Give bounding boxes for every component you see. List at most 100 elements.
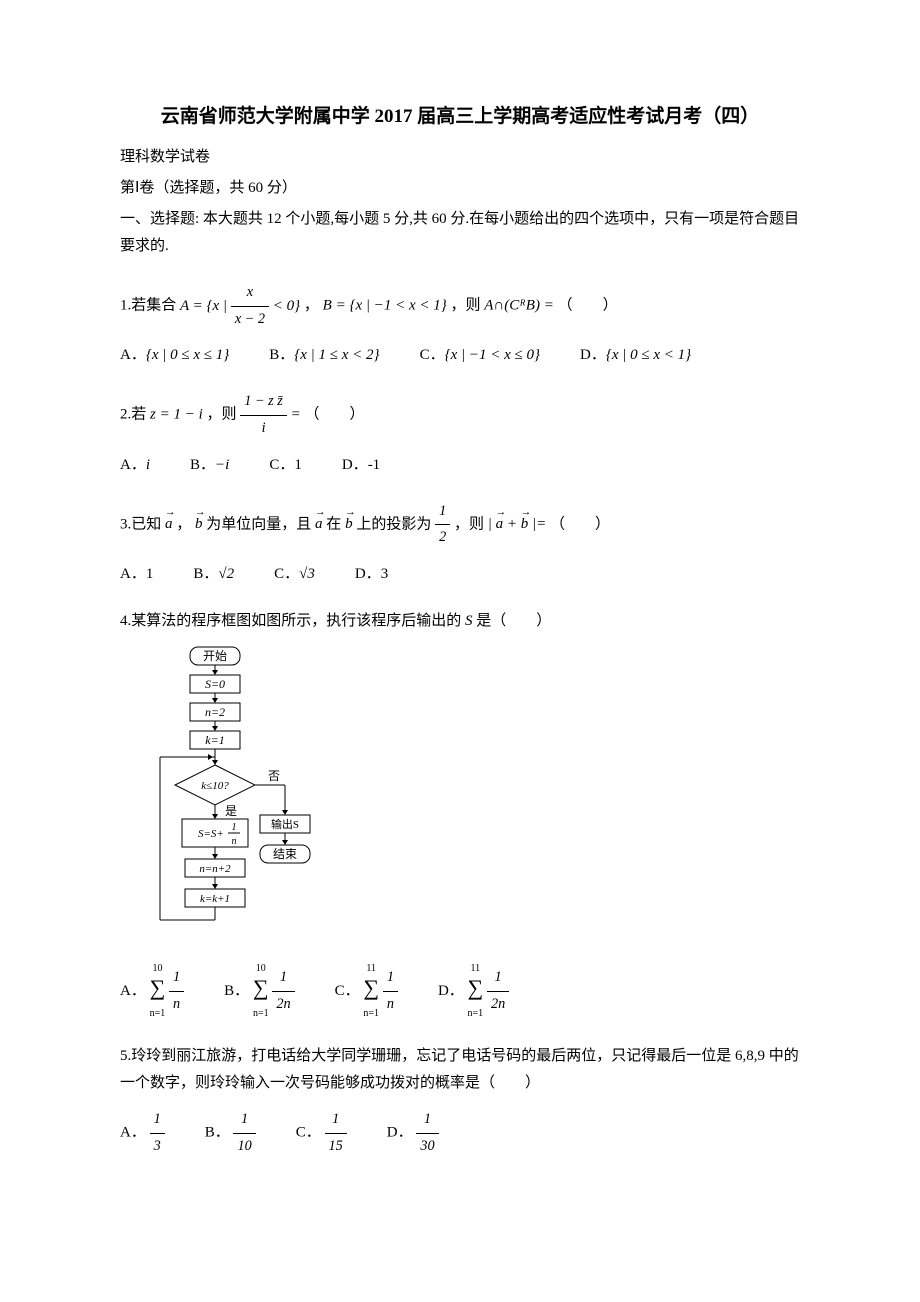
q1-expr: A∩(CᴿB) = [484, 298, 554, 314]
label-a: A． [120, 1125, 146, 1141]
flow-update-k: k=k+1 [200, 893, 230, 905]
q1-setB: B = {x | −1 < x < 1} [323, 298, 447, 314]
flow-update-n: n=n+2 [199, 863, 231, 875]
q1-optC: C．{x | −1 < x ≤ 0} [420, 342, 540, 369]
q2-optC: C．1 [269, 452, 302, 479]
q4-sumB: 10∑n=1 [253, 960, 269, 1023]
q4-fracA-num: 1 [169, 965, 184, 992]
q1-setA-pre: A = {x | [180, 298, 227, 314]
q4-fracD-num: 1 [487, 965, 509, 992]
flow-sfrac-den: n [232, 836, 237, 847]
q3-a2: a [315, 511, 323, 538]
flow-n2: n=2 [205, 705, 225, 719]
q2-eq: = [291, 407, 301, 423]
q4-tail: 是（ ） [476, 613, 551, 629]
q4-fracC-num: 1 [383, 965, 398, 992]
q3-b2: b [345, 511, 353, 538]
label-c: C． [269, 457, 294, 473]
label-c: C． [274, 566, 299, 582]
q5-optA: A． 13 [120, 1107, 165, 1159]
flow-update-s: S=S+ [198, 828, 224, 840]
q4-sumC: 11∑n=1 [363, 960, 379, 1023]
q4-prefix: 4.某算法的程序框图如图所示，执行该程序后输出的 [120, 613, 461, 629]
q1-optB: B．{x | 1 ≤ x < 2} [269, 342, 379, 369]
q1-blank: （ ） [558, 298, 618, 314]
q2-mid: ，则 [207, 407, 237, 423]
q5-fracB: 110 [233, 1107, 255, 1159]
flow-yes: 是 [225, 804, 237, 818]
label-d: D． [342, 457, 368, 473]
q3-mid1: 为单位向量，且 [206, 516, 311, 532]
label-b: B． [269, 347, 294, 363]
q2-frac-den: i [240, 416, 287, 442]
q1-options: A．{x | 0 ≤ x ≤ 1} B．{x | 1 ≤ x < 2} C．{x… [120, 342, 800, 369]
q2-optB: B．−i [190, 452, 229, 479]
q4-fracB-den: 2n [272, 992, 294, 1018]
q5-optD: D． 130 [387, 1107, 439, 1159]
q4-text: 4.某算法的程序框图如图所示，执行该程序后输出的 S 是（ ） [120, 608, 800, 635]
q1-text: 1.若集合 A = {x | x x − 2 < 0} ， B = {x | −… [120, 280, 800, 332]
q4-fracB: 12n [272, 965, 294, 1017]
q5-fracA-num: 1 [150, 1107, 165, 1134]
flow-no: 否 [268, 769, 280, 783]
flow-start: 开始 [203, 649, 227, 663]
q5-fracB-num: 1 [233, 1107, 255, 1134]
q1-optA: A．{x | 0 ≤ x ≤ 1} [120, 342, 229, 369]
question-2: 2.若 z = 1 − i ，则 1 − z z̄ i = （ ） A．i B．… [120, 389, 800, 478]
label-c: C． [335, 983, 360, 999]
label-d: D． [355, 566, 381, 582]
q1-setA-post: < 0} [273, 298, 300, 314]
q2-z: z = 1 − i [150, 407, 203, 423]
q4-fracD-den: 2n [487, 992, 509, 1018]
q3-a: a [165, 511, 173, 538]
q3-blank: （ ） [550, 516, 610, 532]
question-5: 5.玲玲到丽江旅游，打电话给大学同学珊珊，忘记了电话号码的最后两位，只记得最后一… [120, 1043, 800, 1159]
q2-options: A．i B．−i C．1 D．-1 [120, 452, 800, 479]
q3-optD-val: 3 [381, 566, 389, 582]
q3-optC-val: √3 [299, 566, 315, 582]
question-4: 4.某算法的程序框图如图所示，执行该程序后输出的 S 是（ ） 开始 S=0 n… [120, 608, 800, 1023]
q5-fracB-den: 10 [233, 1134, 255, 1160]
q1-comma: ， [304, 298, 319, 314]
flow-output: 输出S [271, 817, 299, 831]
label-c: C． [296, 1125, 321, 1141]
q2-optD: D．-1 [342, 452, 380, 479]
label-c: C． [420, 347, 445, 363]
q3-optA: A．1 [120, 561, 153, 588]
q4-sumA: 10∑n=1 [150, 960, 166, 1023]
q2-optB-val: −i [215, 457, 229, 473]
q4-sumD-bot: n=1 [468, 1005, 484, 1023]
q4-sumC-bot: n=1 [363, 1005, 379, 1023]
q4-S: S [465, 613, 473, 629]
q3-expr: | a + b |= [488, 516, 547, 532]
q5-fracC-num: 1 [325, 1107, 347, 1134]
q4-fracA-den: n [169, 992, 184, 1018]
q5-fracD: 130 [416, 1107, 438, 1159]
q4-optB: B． 10∑n=1 12n [224, 960, 294, 1023]
question-1: 1.若集合 A = {x | x x − 2 < 0} ， B = {x | −… [120, 280, 800, 369]
q2-optC-val: 1 [294, 457, 302, 473]
q5-fracD-num: 1 [416, 1107, 438, 1134]
q1-prefix: 1.若集合 [120, 298, 176, 314]
q1-optC-val: {x | −1 < x ≤ 0} [445, 347, 540, 363]
q4-optA: A． 10∑n=1 1n [120, 960, 184, 1023]
q4-sumB-bot: n=1 [253, 1005, 269, 1023]
q3-optC: C．√3 [274, 561, 315, 588]
q2-frac-num: 1 − z z̄ [240, 389, 287, 416]
q5-options: A． 13 B． 110 C． 115 D． 130 [120, 1107, 800, 1159]
q3-b: b [195, 511, 203, 538]
q3-mid3: 上的投影为 [356, 516, 431, 532]
flow-cond: k≤10? [201, 780, 229, 792]
q1-optA-val: {x | 0 ≤ x ≤ 1} [146, 347, 229, 363]
q3-half-den: 2 [435, 525, 450, 551]
q5-optB: B． 110 [205, 1107, 256, 1159]
q4-fracC-den: n [383, 992, 398, 1018]
q5-fracA-den: 3 [150, 1134, 165, 1160]
q4-fracD: 12n [487, 965, 509, 1017]
q1-setA: A = {x | x x − 2 < 0} [180, 298, 304, 314]
page-title: 云南省师范大学附属中学 2017 届高三上学期高考适应性考试月考（四） [120, 100, 800, 134]
q5-fracC: 115 [325, 1107, 347, 1159]
q3-half: 1 2 [435, 499, 450, 551]
q5-fracC-den: 15 [325, 1134, 347, 1160]
label-a: A． [120, 566, 146, 582]
